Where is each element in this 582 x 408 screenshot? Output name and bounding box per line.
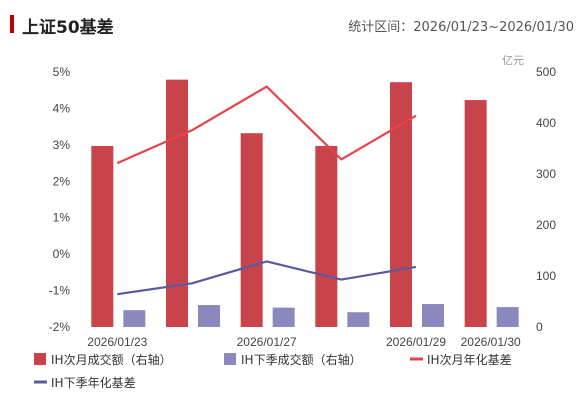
left-axis-tick-label: -1% [49, 284, 71, 298]
bar-next-quarter-volume [347, 312, 370, 327]
line-next-quarter-basis [117, 260, 417, 296]
bars-layer [91, 79, 519, 328]
legend: IH次月成交额（右轴） IH下季成交额（右轴） IH次月年化基差 IH下季年化基差 [34, 352, 512, 390]
x-axis-tick-label: 2026/01/30 [461, 335, 521, 349]
x-axis-tick-label: 2026/01/29 [386, 335, 446, 349]
title-accent-bar [10, 15, 14, 33]
legend-item-next-quarter-basis: IH下季年化基差 [34, 376, 136, 390]
legend-label: IH下季成交额（右轴） [241, 352, 362, 367]
lines-layer [116, 85, 417, 296]
left-axis-tick-label: 4% [53, 101, 71, 115]
bar-next-quarter-volume [272, 307, 295, 327]
bar-next-quarter-volume [496, 307, 519, 327]
left-axis-tick-label: 1% [53, 211, 71, 225]
legend-swatch [34, 353, 46, 365]
legend-label: IH次月成交额（右轴） [51, 352, 172, 367]
legend-label: IH次月年化基差 [427, 353, 512, 367]
bar-near-month-volume [166, 79, 188, 328]
chart-title: 上证50基差 [22, 18, 114, 38]
right-axis-tick-label: 400 [536, 116, 556, 130]
bar-next-quarter-volume [422, 304, 444, 327]
line-near-month-basis [116, 85, 417, 165]
right-axis-unit: 亿元 [502, 54, 524, 67]
bar-next-quarter-volume [123, 310, 146, 327]
right-axis-tick-label: 0 [536, 320, 543, 334]
bar-near-month-volume [240, 133, 263, 327]
x-axis-tick-label: 2026/01/27 [237, 335, 297, 349]
legend-item-near-month-basis: IH次月年化基差 [410, 353, 512, 367]
axes-layer: 5% 4% 3% 2% 1% 0% -1% -2% 500 400 300 200 100 0 亿元 2026… [49, 54, 557, 349]
legend-label: IH下季年化基差 [51, 376, 136, 390]
x-axis-tick-label: 2026/01/23 [87, 335, 147, 349]
right-axis-tick-label: 100 [536, 269, 556, 283]
right-axis-tick-label: 500 [536, 65, 556, 79]
legend-swatch [224, 353, 236, 365]
left-axis-tick-label: 3% [53, 138, 71, 152]
left-axis-tick-label: 2% [53, 174, 71, 188]
left-axis-tick-label: 0% [53, 247, 71, 261]
bar-near-month-volume [464, 100, 487, 327]
chart-header: 上证50基差 统计区间：2026/01/23~2026/01/30 [0, 0, 582, 44]
legend-item-near-month-volume: IH次月成交额（右轴） [34, 352, 172, 367]
bar-near-month-volume [315, 145, 338, 327]
statistics-interval: 统计区间：2026/01/23~2026/01/30 [348, 20, 574, 35]
right-axis-tick-label: 200 [536, 218, 556, 232]
legend-item-next-quarter-volume: IH下季成交额（右轴） [224, 352, 362, 367]
bar-next-quarter-volume [198, 305, 220, 327]
bar-near-month-volume [390, 82, 412, 327]
right-axis-tick-label: 300 [536, 167, 556, 181]
bar-near-month-volume [91, 145, 114, 327]
left-axis-tick-label: 5% [53, 65, 71, 79]
left-axis-tick-label: -2% [49, 320, 71, 334]
